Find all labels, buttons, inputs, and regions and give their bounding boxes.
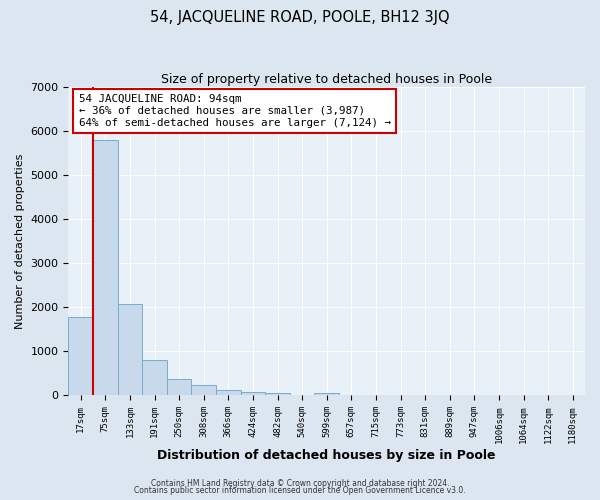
Text: Contains public sector information licensed under the Open Government Licence v3: Contains public sector information licen…	[134, 486, 466, 495]
Title: Size of property relative to detached houses in Poole: Size of property relative to detached ho…	[161, 72, 492, 86]
Bar	[167, 379, 191, 395]
Bar	[216, 390, 241, 395]
Bar	[265, 393, 290, 395]
Bar	[241, 392, 265, 395]
Bar	[93, 140, 118, 395]
Bar	[118, 304, 142, 395]
Text: Contains HM Land Registry data © Crown copyright and database right 2024.: Contains HM Land Registry data © Crown c…	[151, 478, 449, 488]
Text: 54, JACQUELINE ROAD, POOLE, BH12 3JQ: 54, JACQUELINE ROAD, POOLE, BH12 3JQ	[150, 10, 450, 25]
Bar	[68, 317, 93, 395]
X-axis label: Distribution of detached houses by size in Poole: Distribution of detached houses by size …	[157, 450, 496, 462]
Bar	[191, 384, 216, 395]
Bar	[314, 393, 339, 395]
Bar	[142, 360, 167, 395]
Text: 54 JACQUELINE ROAD: 94sqm
← 36% of detached houses are smaller (3,987)
64% of se: 54 JACQUELINE ROAD: 94sqm ← 36% of detac…	[79, 94, 391, 128]
Y-axis label: Number of detached properties: Number of detached properties	[15, 153, 25, 328]
